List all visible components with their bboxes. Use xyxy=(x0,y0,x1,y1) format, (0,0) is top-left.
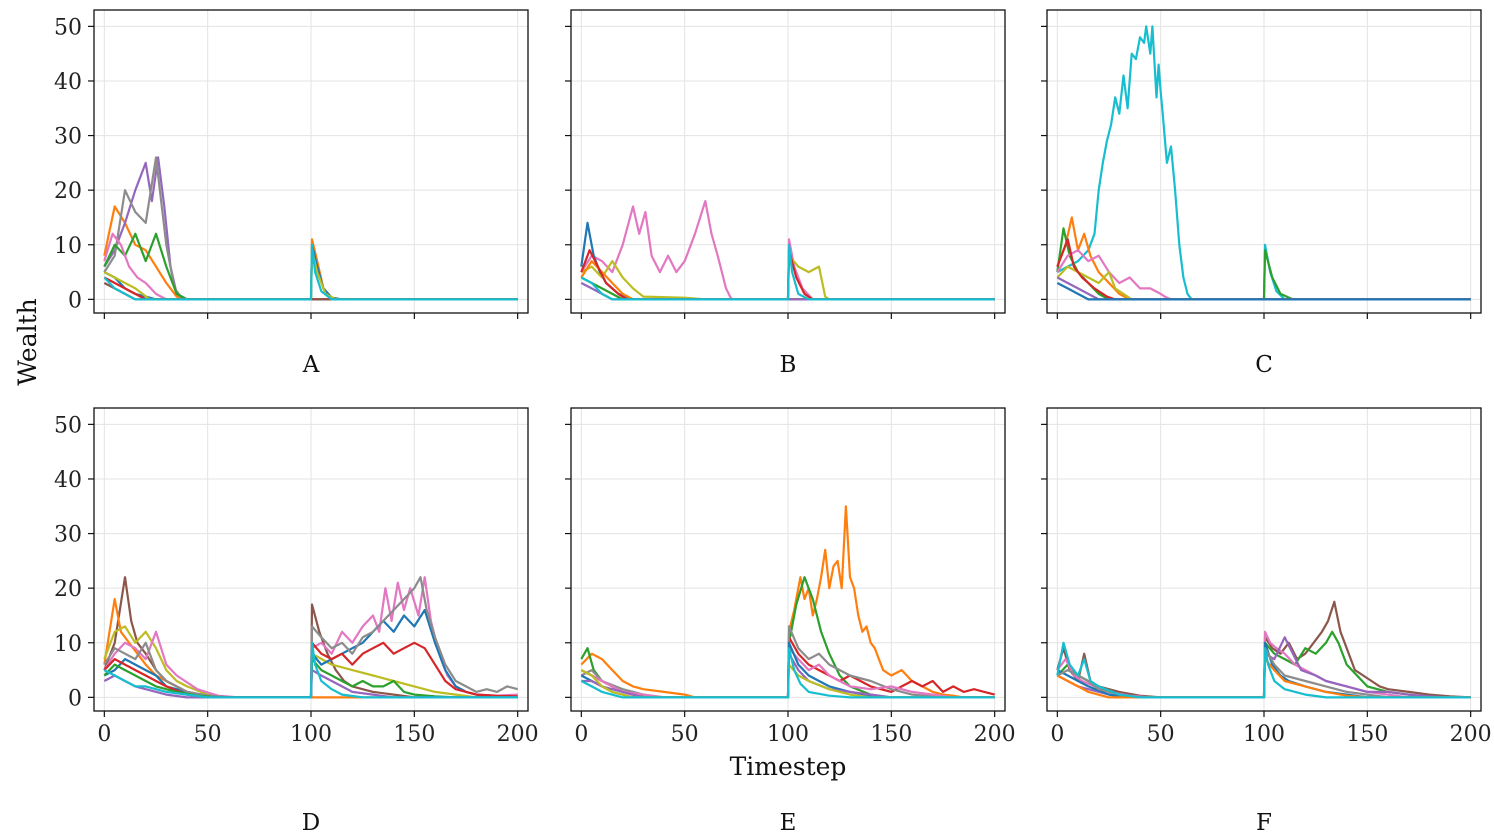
y-tick-label: 20 xyxy=(54,179,82,204)
y-tick-label: 30 xyxy=(54,523,82,548)
series-line-3 xyxy=(103,232,518,301)
x-tick-label: 200 xyxy=(497,722,539,747)
y-tick-label: 0 xyxy=(68,288,82,313)
y-tick-label: 40 xyxy=(54,70,82,95)
x-tick-label: 50 xyxy=(1147,722,1175,747)
y-tick-label: 40 xyxy=(54,468,82,493)
panel-label-E: E xyxy=(780,810,797,834)
y-tick-label: 10 xyxy=(54,234,82,259)
series-line-7 xyxy=(1056,282,1471,301)
x-tick-label: 200 xyxy=(974,722,1016,747)
x-tick-label: 150 xyxy=(393,722,435,747)
x-tick-label: 100 xyxy=(1243,722,1285,747)
x-tick-label: 50 xyxy=(194,722,222,747)
y-axis-title: Wealth xyxy=(13,298,42,386)
series-group xyxy=(1056,600,1471,699)
series-line-8 xyxy=(580,647,995,699)
panel-label-A: A xyxy=(302,352,320,378)
x-tick-label: 200 xyxy=(1450,722,1492,747)
series-line-3 xyxy=(580,625,995,699)
panel-C: C xyxy=(1041,9,1482,378)
series-group xyxy=(103,156,518,301)
x-tick-label: 150 xyxy=(1346,722,1388,747)
series-line-4 xyxy=(103,608,518,699)
y-tick-label: 0 xyxy=(68,686,82,711)
x-tick-label: 50 xyxy=(671,722,699,747)
series-line-4 xyxy=(1056,265,1471,301)
panel-label-B: B xyxy=(780,352,797,378)
panel-B: B xyxy=(565,9,1006,378)
series-line-1 xyxy=(1056,216,1471,301)
series-line-3 xyxy=(1056,636,1471,699)
x-axis-title: Timestep xyxy=(730,752,847,781)
panel-F: 0 50 100 150 200 F xyxy=(1041,407,1492,834)
series-line-3 xyxy=(1056,249,1471,301)
x-tick-label: 100 xyxy=(290,722,332,747)
series-line-7 xyxy=(580,243,995,301)
series-line-6 xyxy=(1056,658,1471,699)
x-tick-label: 0 xyxy=(97,722,111,747)
x-tick-label: 100 xyxy=(767,722,809,747)
y-tick-label: 50 xyxy=(54,413,82,438)
series-line-9 xyxy=(103,243,518,301)
y-tick-label: 30 xyxy=(54,125,82,150)
panel-E: 0 50 100 150 200 E xyxy=(565,407,1016,834)
series-line-0 xyxy=(580,505,995,699)
series-line-5 xyxy=(103,576,518,699)
series-group xyxy=(580,505,995,699)
series-line-7 xyxy=(1056,641,1471,699)
series-group xyxy=(580,200,995,301)
y-tick-label: 10 xyxy=(54,632,82,657)
x-tick-label: 0 xyxy=(1050,722,1064,747)
x-tick-label: 0 xyxy=(574,722,588,747)
y-tick-label: 20 xyxy=(54,577,82,602)
panel-label-F: F xyxy=(1256,810,1272,834)
series-line-4 xyxy=(103,232,518,301)
panel-label-C: C xyxy=(1255,352,1273,378)
series-group xyxy=(1056,25,1471,301)
series-line-6 xyxy=(103,641,518,699)
series-group xyxy=(103,576,518,699)
panel-A: 0 10 20 30 40 50 A xyxy=(54,9,529,378)
series-line-9 xyxy=(103,641,518,699)
panel-D: 0 50 100 150 200 0 10 20 30 40 50 D xyxy=(54,407,539,834)
panel-label-D: D xyxy=(302,810,320,834)
panels-root: 0 10 20 30 40 50 A B C 0 50 100 150 200 0 10 20 30 40 50 D 0 5… xyxy=(54,9,1492,834)
x-tick-label: 150 xyxy=(870,722,912,747)
y-tick-label: 50 xyxy=(54,15,82,40)
series-line-7 xyxy=(103,658,518,699)
